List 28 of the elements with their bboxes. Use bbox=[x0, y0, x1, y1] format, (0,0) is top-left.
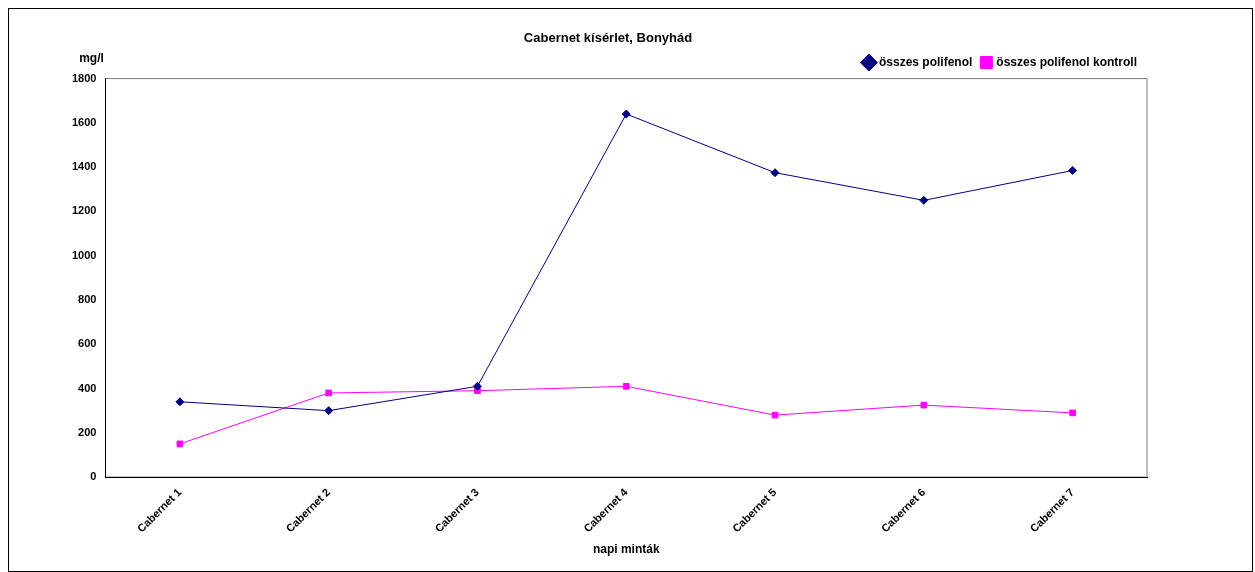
point bbox=[920, 401, 928, 409]
point bbox=[621, 109, 631, 119]
y-tick-label: 1800 bbox=[71, 71, 97, 84]
point bbox=[1069, 409, 1076, 417]
y-tick-label: 0 bbox=[90, 470, 97, 483]
y-tick-label: 1200 bbox=[71, 204, 97, 217]
y-tick-label: 1000 bbox=[71, 248, 97, 261]
x-axis-title: napi minták bbox=[592, 542, 660, 557]
chart-title: Cabernet kísérlet, Bonyhád bbox=[523, 30, 693, 46]
y-tick-label: 800 bbox=[78, 293, 97, 305]
y-tick-label: 400 bbox=[78, 381, 97, 394]
legend-label: összes polifenol bbox=[878, 54, 973, 69]
point bbox=[176, 440, 184, 448]
point bbox=[919, 195, 929, 205]
point bbox=[1068, 165, 1078, 175]
point bbox=[325, 389, 332, 397]
point bbox=[622, 382, 630, 390]
legend-label: összes polifenol kontroll bbox=[996, 54, 1137, 69]
point bbox=[771, 411, 779, 419]
y-tick-label: 1400 bbox=[71, 160, 97, 173]
y-tick-label: 200 bbox=[78, 425, 97, 438]
point bbox=[472, 381, 482, 391]
y-tick-label: 600 bbox=[78, 337, 97, 350]
y-tick-label: 1600 bbox=[71, 115, 97, 128]
point bbox=[324, 406, 334, 416]
point bbox=[175, 397, 185, 407]
point bbox=[770, 168, 780, 178]
y-axis-title: mg/l bbox=[79, 50, 104, 65]
